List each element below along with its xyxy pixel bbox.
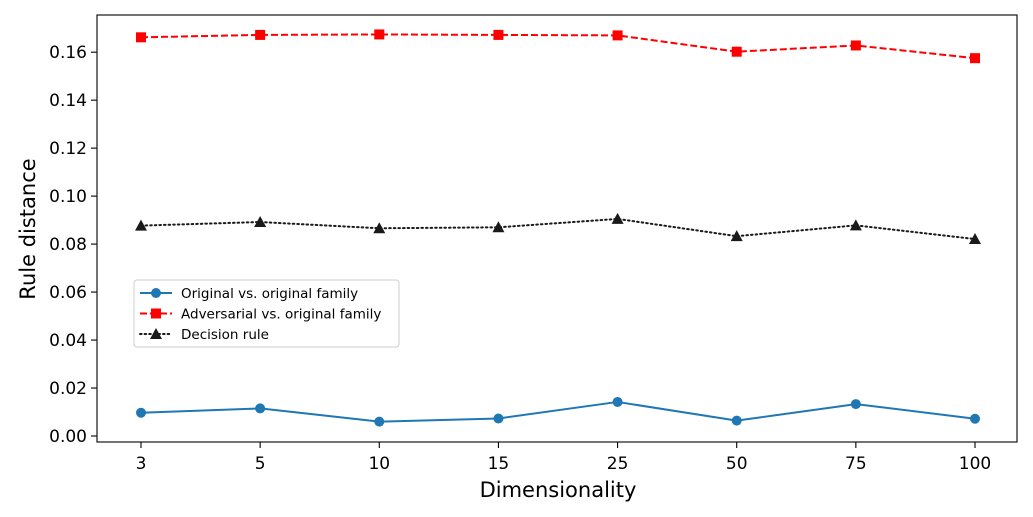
series-decision-rule — [135, 212, 981, 245]
data-point — [730, 230, 743, 242]
legend-label: Decision rule — [181, 327, 269, 343]
y-tick-label: 0.12 — [49, 139, 87, 159]
y-tick-label: 0.00 — [49, 427, 87, 447]
data-point — [850, 399, 861, 410]
data-point — [493, 413, 504, 424]
x-tick-label: 3 — [136, 454, 147, 474]
legend-entry: Adversarial vs. original family — [140, 307, 381, 323]
legend-entry: Decision rule — [139, 327, 269, 343]
y-axis-label: Rule distance — [16, 158, 40, 299]
data-point — [970, 53, 980, 64]
series-original-vs-original-family — [136, 396, 980, 427]
y-tick-label: 0.06 — [49, 283, 87, 303]
data-point — [493, 29, 504, 40]
data-point — [255, 29, 266, 40]
data-point — [492, 221, 505, 233]
x-tick-label: 50 — [726, 454, 748, 474]
legend: Original vs. original family Adversarial … — [133, 279, 400, 348]
data-point — [611, 212, 624, 224]
series-line — [140, 217, 976, 241]
legend-entry: Original vs. original family — [140, 286, 358, 302]
axes-frame — [96, 14, 1018, 443]
data-point — [612, 396, 623, 407]
data-point — [254, 216, 267, 228]
legend-label: Adversarial vs. original family — [181, 307, 381, 323]
y-tick-label: 0.16 — [49, 43, 87, 63]
data-point — [731, 46, 742, 57]
data-point — [612, 30, 623, 41]
x-tick-label: 15 — [488, 454, 510, 474]
data-point — [374, 416, 385, 427]
data-point — [731, 415, 742, 426]
y-tick-label: 0.14 — [49, 91, 87, 111]
legend-marker — [151, 288, 161, 298]
x-axis-label: Dimensionality — [480, 478, 637, 502]
data-point — [849, 219, 862, 231]
data-point — [850, 40, 861, 51]
x-tick-label: 75 — [845, 454, 867, 474]
x-tick-label: 5 — [255, 454, 266, 474]
data-point — [255, 403, 266, 414]
data-point — [970, 413, 980, 424]
y-tick-label: 0.04 — [49, 331, 87, 351]
y-tick-label: 0.02 — [49, 379, 87, 399]
data-point — [136, 32, 146, 43]
data-point — [969, 233, 981, 245]
data-point — [136, 407, 146, 418]
y-tick-label: 0.08 — [49, 235, 87, 255]
series-line — [140, 400, 976, 423]
data-point — [374, 29, 385, 40]
legend-marker — [150, 328, 162, 339]
legend-marker — [151, 308, 161, 319]
plot-area: 3 5 10 15 25 50 75 100 0.00 0.02 0.04 0.06 0.08 0.10 0… — [49, 14, 1018, 474]
data-point — [373, 222, 386, 234]
x-tick-label: 25 — [607, 454, 629, 474]
series-adversarial-vs-original-family — [136, 29, 980, 64]
legend-label: Original vs. original family — [181, 286, 358, 302]
data-point — [135, 219, 147, 231]
series-line — [140, 33, 976, 60]
x-tick-label: 10 — [368, 454, 390, 474]
legend-box — [133, 279, 400, 348]
x-tick-label: 100 — [959, 454, 991, 474]
y-tick-label: 0.10 — [49, 187, 87, 207]
